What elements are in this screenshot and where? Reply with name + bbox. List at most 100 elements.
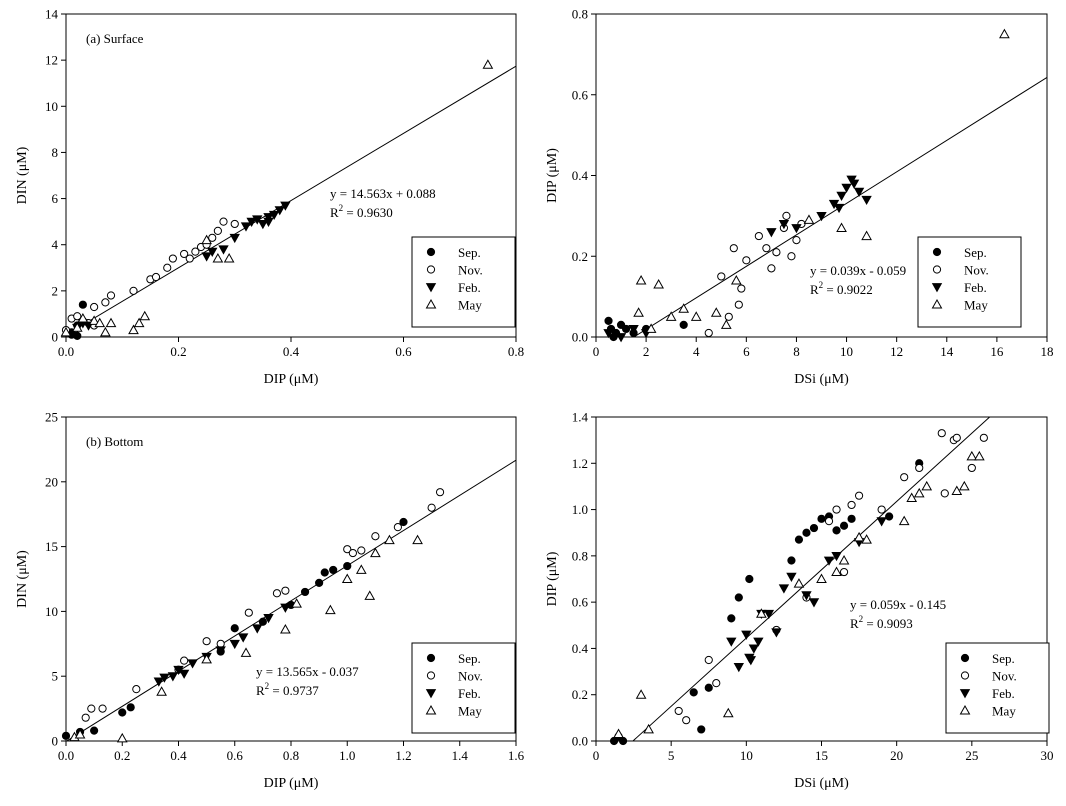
data-point (88, 315, 100, 325)
data-point (900, 473, 909, 482)
data-point (384, 534, 395, 545)
data-point (78, 300, 87, 309)
data-point (973, 450, 985, 461)
y-tick-label: 0.8 (572, 548, 588, 563)
data-point (180, 249, 189, 259)
regression-line (66, 65, 516, 336)
data-point (201, 252, 212, 262)
data-point (861, 230, 872, 241)
data-point (343, 545, 352, 554)
legend-label: May (458, 298, 482, 313)
data-point (167, 672, 179, 682)
y-tick-label: 8 (52, 145, 59, 160)
data-point (129, 286, 138, 295)
x-tick-label: 1.4 (452, 748, 469, 763)
data-point (87, 704, 96, 713)
data-point (98, 704, 107, 713)
x-tick-label: 1.0 (339, 748, 355, 763)
data-point (357, 546, 366, 555)
data-point (792, 236, 801, 245)
y-tick-label: 10 (45, 604, 58, 619)
data-point (720, 319, 732, 329)
x-tick-label: 0.6 (227, 748, 244, 763)
data-point (280, 201, 291, 211)
data-point (643, 723, 654, 734)
data-point (74, 729, 86, 739)
data-point (201, 234, 212, 245)
data-point (744, 653, 755, 664)
x-tick-label: 14 (940, 344, 954, 359)
data-point (427, 503, 436, 512)
data-point (787, 252, 796, 261)
x-tick-label: 10 (840, 344, 853, 359)
x-tick-label: 30 (1041, 748, 1054, 763)
x-tick-label: 6 (743, 344, 750, 359)
panel-a-surface-dip-vs-dsi: 0 2 4 6 8 10 12 14 16 18 0.0 0.2 0.4 0.6 0.8 DSi (μM) DI… (545, 7, 1054, 388)
data-point (921, 480, 933, 491)
data-point (704, 328, 713, 338)
y-tick-label: 0.4 (572, 641, 589, 656)
data-point (839, 567, 849, 577)
data-point (128, 324, 139, 335)
legend-marker (425, 689, 437, 699)
data-point (690, 311, 702, 321)
data-point (704, 683, 713, 692)
series-may (613, 450, 985, 739)
data-point (847, 500, 856, 510)
data-point (836, 222, 847, 232)
y-tick-label: 10 (45, 99, 58, 114)
data-point (841, 183, 852, 193)
data-point (229, 639, 240, 650)
data-point (151, 272, 161, 282)
legend-label: Sep. (992, 651, 1015, 666)
data-point (958, 480, 970, 491)
data-point (734, 300, 743, 309)
x-tick-label: 0.0 (58, 344, 74, 359)
data-point (238, 633, 249, 643)
data-point (885, 512, 894, 521)
data-point (737, 284, 746, 293)
data-point (263, 613, 274, 624)
data-point (268, 210, 280, 221)
data-point (635, 689, 647, 699)
data-point (300, 587, 310, 597)
y-axis-label: DIP (μM) (545, 551, 560, 606)
legend-label: Nov. (458, 669, 483, 684)
data-point (766, 228, 777, 238)
data-point (71, 322, 83, 332)
data-point (653, 278, 664, 289)
data-point (230, 624, 239, 633)
legend-label: Nov. (964, 263, 989, 278)
series-nov (674, 429, 988, 725)
data-point (635, 274, 647, 285)
data-point (979, 433, 988, 442)
x-tick-label: 18 (1041, 344, 1054, 359)
legend: Sep. Nov. Feb. May (411, 642, 516, 734)
y-tick-label: 6 (52, 191, 59, 206)
legend-marker (959, 689, 971, 699)
legend-marker (960, 671, 970, 680)
data-point (645, 323, 657, 333)
data-point (753, 637, 764, 647)
legend-label: Feb. (964, 280, 987, 295)
x-tick-label: 0.4 (170, 748, 187, 763)
data-point (343, 561, 352, 571)
data-point (778, 584, 790, 594)
data-point (952, 433, 961, 442)
data-point (348, 548, 357, 558)
data-point (240, 222, 252, 232)
data-point (831, 551, 842, 562)
data-point (244, 608, 253, 617)
data-point (967, 463, 976, 473)
data-point (106, 291, 116, 300)
data-point (915, 463, 924, 473)
data-point (100, 326, 111, 337)
data-point (794, 535, 804, 544)
series-feb (72, 201, 291, 334)
data-point (240, 647, 252, 657)
series-may (633, 28, 1010, 333)
data-point (742, 256, 751, 265)
data-point (116, 732, 128, 743)
legend-label: Feb. (458, 280, 481, 295)
x-tick-label: 0.8 (283, 748, 299, 763)
